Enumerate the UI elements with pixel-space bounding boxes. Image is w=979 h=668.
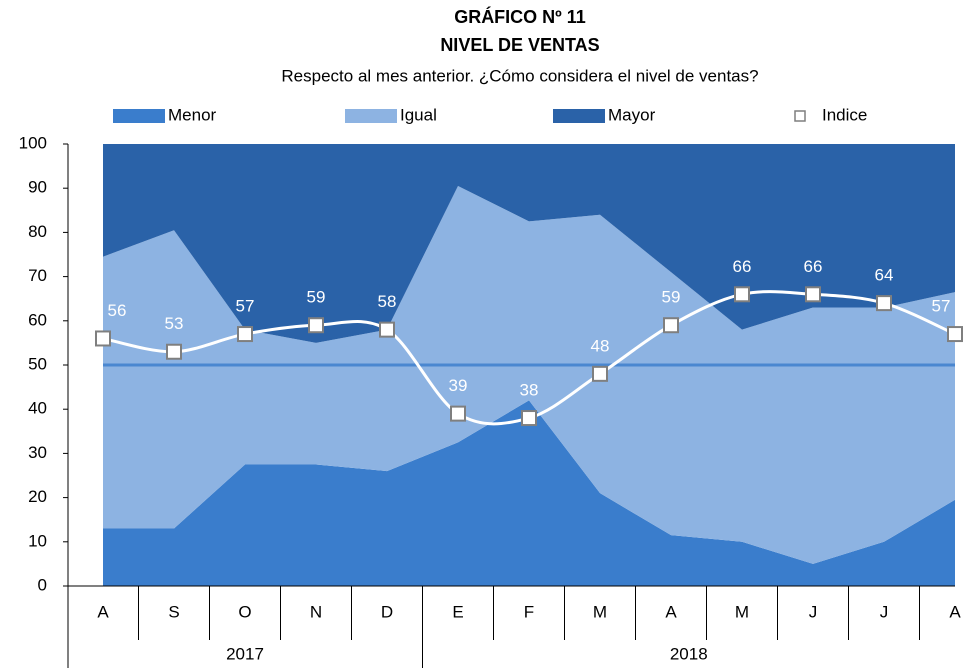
index-marker [521, 410, 537, 427]
data-label: 59 [662, 288, 681, 307]
data-label: 58 [378, 292, 397, 311]
data-label: 48 [591, 336, 610, 355]
data-label: 64 [875, 266, 894, 285]
x-tick-label: F [524, 602, 534, 621]
legend-swatch [553, 109, 605, 123]
data-label: 38 [520, 381, 539, 400]
group-label: 2017 [226, 644, 264, 663]
legend-label: Mayor [608, 105, 656, 124]
group-label: 2018 [670, 644, 708, 663]
index-marker [734, 286, 750, 303]
legend-label: Menor [168, 105, 217, 124]
legend-label: Indice [822, 105, 867, 124]
y-tick-label: 50 [28, 354, 47, 373]
y-tick-label: 40 [28, 399, 47, 418]
legend-label: Igual [400, 105, 437, 124]
data-label: 39 [449, 376, 468, 395]
x-tick-label: A [97, 602, 109, 621]
y-tick-label: 90 [28, 178, 47, 197]
legend-swatch [345, 109, 397, 123]
index-marker [592, 365, 608, 382]
data-label: 53 [165, 314, 184, 333]
y-tick-label: 70 [28, 266, 47, 285]
index-marker [947, 326, 963, 343]
y-tick-label: 30 [28, 443, 47, 462]
data-label: 66 [804, 257, 823, 276]
y-tick-label: 10 [28, 531, 47, 550]
x-tick-label: S [168, 602, 179, 621]
data-label: 66 [733, 257, 752, 276]
index-marker [379, 321, 395, 338]
data-label: 57 [236, 297, 255, 316]
x-tick-label: A [949, 602, 961, 621]
area [103, 400, 955, 586]
y-tick-label: 100 [19, 133, 47, 152]
y-tick-label: 0 [38, 575, 47, 594]
data-label: 56 [108, 301, 127, 320]
x-tick-label: N [310, 602, 322, 621]
x-tick-label: O [238, 602, 251, 621]
data-label: 59 [307, 288, 326, 307]
index-marker [95, 330, 111, 347]
x-tick-label: D [381, 602, 393, 621]
x-tick-label: J [809, 602, 818, 621]
index-marker [663, 317, 679, 334]
data-label: 57 [932, 297, 951, 316]
index-marker [308, 317, 324, 334]
area [103, 185, 955, 564]
legend-swatch [794, 110, 806, 122]
chart-title: NIVEL DE VENTAS [440, 35, 599, 55]
index-marker [805, 286, 821, 303]
index-marker [166, 343, 182, 360]
x-tick-label: J [880, 602, 889, 621]
x-tick-label: M [593, 602, 607, 621]
x-tick-label: E [452, 602, 463, 621]
chart-title: GRÁFICO Nº 11 [454, 6, 586, 27]
y-tick-label: 60 [28, 310, 47, 329]
index-marker [876, 295, 892, 312]
chart-subtitle: Respecto al mes anterior. ¿Cómo consider… [281, 66, 758, 85]
legend-swatch [113, 109, 165, 123]
x-tick-label: A [665, 602, 677, 621]
x-tick-label: M [735, 602, 749, 621]
y-tick-label: 80 [28, 222, 47, 241]
y-tick-label: 20 [28, 487, 47, 506]
index-marker [237, 326, 253, 343]
index-marker [450, 405, 466, 422]
